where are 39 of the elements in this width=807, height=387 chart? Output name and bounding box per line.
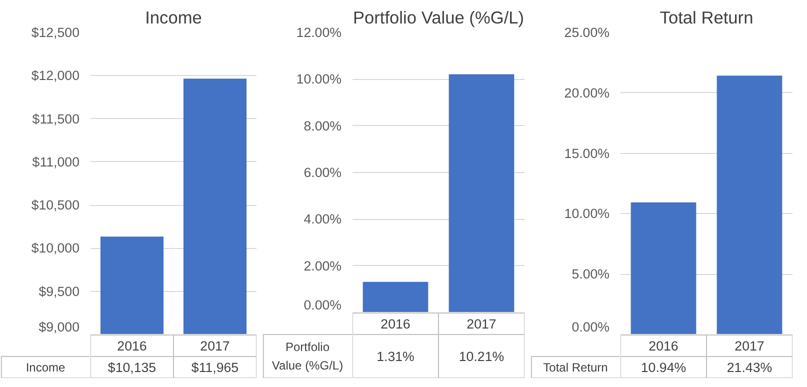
data-label: 10.94% — [640, 360, 686, 375]
data-label: 10.21% — [458, 348, 504, 364]
y-tick-label: $9,000 — [38, 320, 80, 334]
x-tick-label: 2017 — [734, 338, 764, 354]
text: Income — [26, 360, 66, 374]
y-tick-label: $10,500 — [31, 198, 80, 213]
y-tick-label: $12,000 — [31, 68, 80, 84]
x-tick-label: 2017 — [466, 316, 496, 332]
y-tick-label: 8.00% — [304, 118, 342, 134]
y-tick-label: $11,000 — [32, 154, 80, 170]
y-tick-label: $10,000 — [31, 240, 80, 256]
data-label: 1.31% — [376, 348, 415, 364]
data-label: $10,135 — [108, 360, 156, 375]
chart-title: Income — [145, 8, 202, 28]
y-tick-label: 20.00% — [564, 85, 610, 100]
x-tick-label: 2016 — [380, 316, 410, 332]
x-tick-label: 2016 — [117, 338, 147, 354]
y-tick-label: 10.00% — [564, 206, 610, 222]
data-label: 21.43% — [726, 360, 772, 375]
y-tick-label: 5.00% — [572, 266, 610, 282]
text: Total Return — [543, 360, 608, 374]
y-tick-label: 4.00% — [304, 212, 342, 227]
y-tick-label: 2.00% — [304, 258, 342, 274]
y-tick-label: 12.00% — [296, 25, 342, 40]
x-tick-label: 2016 — [648, 338, 678, 354]
y-tick-label: $11,500 — [32, 111, 80, 126]
y-tick-label: 10.00% — [296, 72, 342, 87]
chart-title: Portfolio Value (%G/L) — [352, 8, 524, 28]
y-tick-label: $9,500 — [38, 284, 80, 299]
x-tick-label: 2017 — [200, 338, 230, 354]
data-label: $11,965 — [191, 360, 239, 375]
text: Portfolio Value (%G/L) — [272, 340, 344, 372]
y-tick-label: 15.00% — [564, 146, 610, 161]
y-tick-label: 25.00% — [564, 25, 610, 40]
y-tick-label: 6.00% — [304, 165, 342, 180]
y-tick-label: 0.00% — [304, 298, 342, 312]
y-tick-label: $12,500 — [31, 25, 80, 40]
chart-title: Total Return — [660, 8, 754, 28]
y-tick-label: 0.00% — [572, 320, 610, 334]
